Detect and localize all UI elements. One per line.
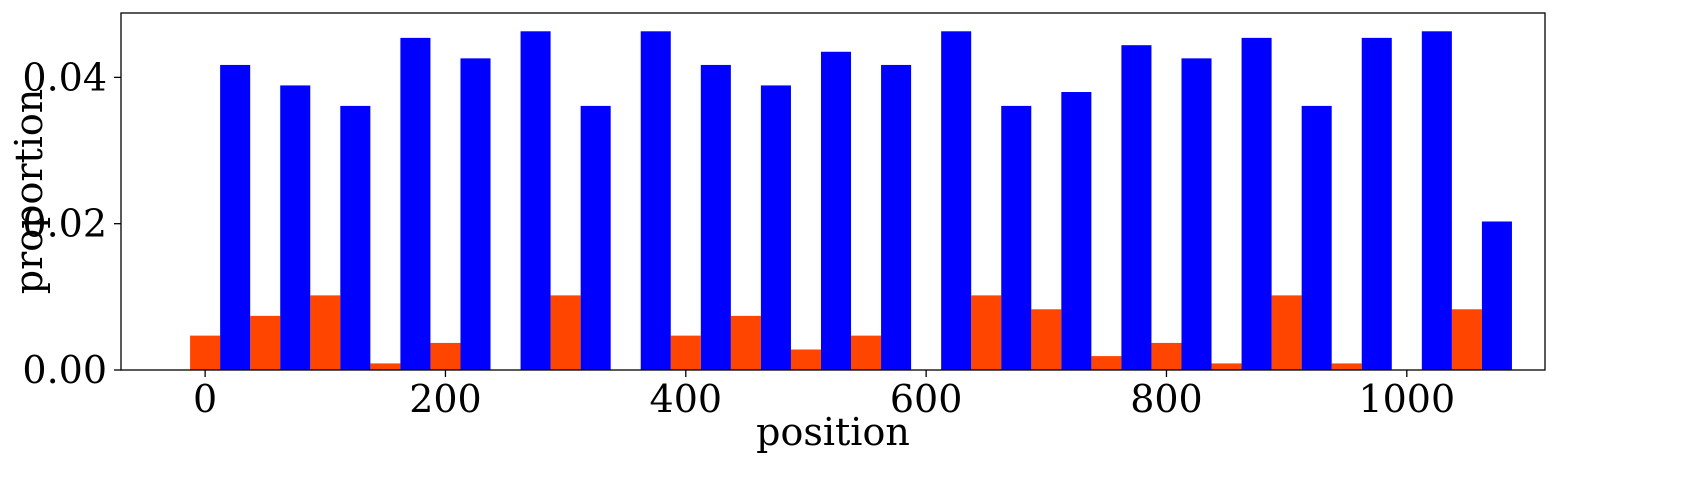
bar-series1-17	[1211, 363, 1242, 370]
bar-series1-14	[1031, 309, 1062, 370]
bar-series2-21	[1481, 221, 1512, 370]
bar-series1-4	[430, 342, 461, 370]
bar-series2-3	[400, 37, 431, 370]
bar-series2-16	[1181, 58, 1212, 370]
x-tick-label: 1000	[1358, 377, 1455, 421]
bar-series2-1	[280, 85, 311, 370]
bar-series2-14	[1061, 92, 1092, 371]
x-tick-label: 400	[650, 377, 723, 421]
bar-series2-5	[520, 31, 551, 370]
bar-series2-4	[460, 58, 491, 370]
bar-series2-6	[580, 105, 611, 371]
bar-series2-13	[1001, 105, 1032, 371]
bar-series1-16	[1151, 342, 1182, 370]
bars-layer	[190, 31, 1512, 371]
bar-series2-15	[1121, 45, 1152, 370]
x-tick-label: 800	[1130, 377, 1203, 421]
bar-series1-6	[550, 295, 581, 370]
bar-series2-19	[1361, 37, 1392, 370]
plot-frame	[120, 12, 1546, 371]
bar-series1-9	[730, 315, 761, 370]
y-axis: 0.00 0.02 0.04	[22, 55, 121, 392]
bar-series1-0	[190, 335, 221, 370]
bar-series1-8	[670, 335, 701, 370]
bar-series2-12	[941, 31, 972, 370]
x-axis: 0 200 400 600 800 1000	[193, 370, 1455, 421]
bar-series1-3	[370, 363, 401, 370]
x-tick-label: 200	[409, 377, 482, 421]
x-tick-label: 600	[890, 377, 963, 421]
bar-series2-20	[1421, 31, 1452, 370]
y-tick-label: 0.02	[22, 202, 107, 246]
bar-series2-18	[1301, 105, 1332, 371]
bar-series2-7	[640, 31, 671, 370]
bar-series1-19	[1331, 363, 1362, 370]
bar-series2-10	[820, 51, 852, 370]
bar-series1-1	[250, 315, 281, 370]
x-axis-title: position	[756, 410, 910, 454]
bar-series1-11	[851, 335, 882, 370]
bar-series1-2	[310, 295, 341, 370]
bar-series1-15	[1091, 356, 1122, 370]
bar-series1-18	[1271, 295, 1302, 370]
bar-series2-11	[881, 64, 912, 370]
bar-series2-2	[340, 105, 371, 371]
y-axis-title: proportion	[7, 89, 51, 295]
bar-series1-10	[790, 349, 821, 370]
y-tick-label: 0.04	[22, 55, 107, 99]
y-tick-label: 0.00	[22, 348, 107, 392]
bar-series2-9	[760, 85, 791, 370]
bar-series2-0	[220, 64, 251, 370]
bar-series2-17	[1241, 37, 1272, 370]
x-tick-label: 0	[193, 377, 217, 421]
bar-series1-21	[1451, 309, 1482, 370]
bar-series2-8	[700, 64, 731, 370]
bar-series1-13	[971, 295, 1002, 370]
